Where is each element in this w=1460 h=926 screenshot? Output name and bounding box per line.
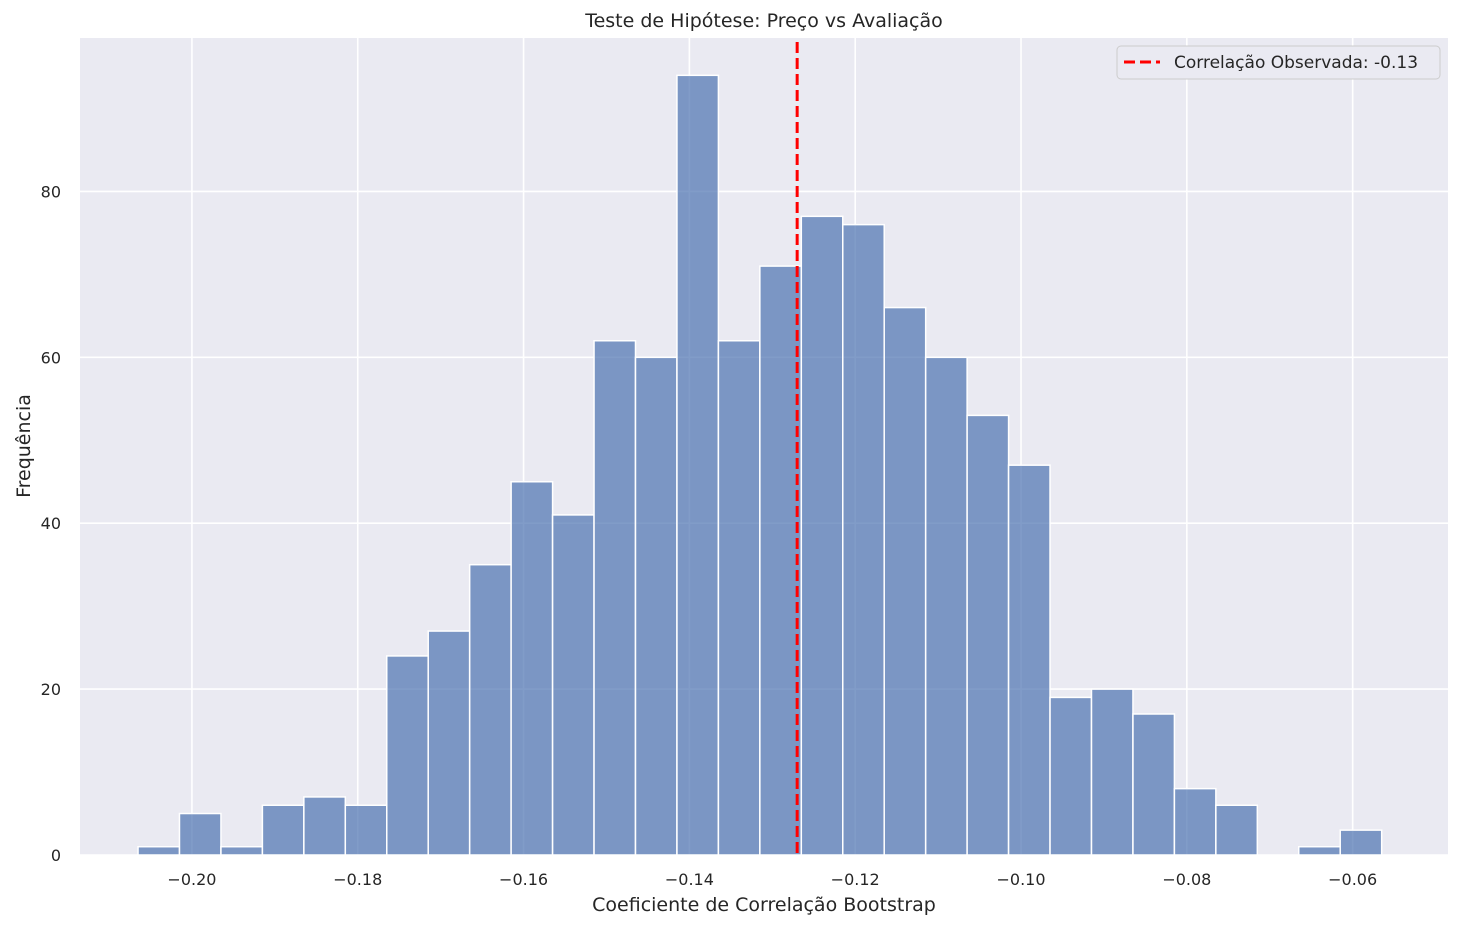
histogram-bar-24 (1132, 713, 1176, 856)
histogram-bar-0 (137, 845, 181, 856)
y-tick-label-3: 60 (41, 348, 61, 367)
histogram-bar-25 (1173, 787, 1217, 856)
x-tick-label-5: −0.10 (997, 870, 1046, 889)
histogram-bar-19 (924, 356, 968, 856)
y-axis-ticks: 0 20 40 60 80 (41, 182, 61, 865)
histogram-bar-8 (468, 563, 512, 856)
x-tick-label-1: −0.18 (333, 870, 382, 889)
histogram-bar-15 (759, 265, 803, 856)
x-axis-label: Coeficiente de Correlação Bootstrap (592, 894, 936, 916)
histogram-bar-17 (842, 223, 885, 856)
histogram-bar-20 (966, 414, 1010, 856)
histogram-bar-1 (178, 812, 222, 856)
histogram-bar-28 (1298, 845, 1341, 856)
histogram-bar-14 (717, 339, 761, 856)
histogram-bar-22 (1049, 696, 1093, 856)
histogram-bar-9 (510, 481, 554, 856)
x-tick-label-6: −0.08 (1162, 870, 1211, 889)
y-axis-label: Frequência (13, 394, 35, 498)
histogram-bar-18 (883, 306, 927, 856)
histogram-bar-13 (676, 74, 720, 856)
histogram-bar-6 (386, 655, 429, 856)
x-tick-label-7: −0.06 (1328, 870, 1377, 889)
y-tick-label-4: 80 (41, 182, 61, 201)
y-tick-label-2: 40 (41, 514, 61, 533)
histogram-bar-23 (1090, 688, 1134, 856)
histogram-bar-2 (220, 845, 264, 856)
histogram-bars (137, 74, 1383, 856)
y-tick-label-0: 0 (51, 846, 61, 865)
histogram-bar-10 (551, 514, 595, 856)
x-tick-label-0: −0.20 (167, 870, 216, 889)
histogram-bar-12 (634, 356, 678, 856)
histogram-bar-21 (1007, 464, 1051, 856)
histogram-bar-4 (303, 796, 347, 856)
legend-box (1116, 45, 1441, 80)
chart-title: Teste de Hipótese: Preço vs Avaliação (584, 10, 943, 32)
histogram-bar-7 (427, 630, 471, 856)
y-tick-label-1: 20 (41, 680, 61, 699)
histogram-bar-11 (593, 339, 637, 856)
legend-label: Correlação Observada: -0.13 (1174, 53, 1418, 73)
histogram-bar-3 (261, 804, 305, 856)
x-tick-label-3: −0.14 (665, 870, 714, 889)
x-axis-ticks: −0.20 −0.18 −0.16 −0.14 −0.12 −0.10 −0.08 −0.06 (167, 870, 1377, 889)
x-tick-label-4: −0.12 (831, 870, 880, 889)
histogram-bar-5 (344, 804, 388, 856)
histogram-bar-16 (800, 215, 844, 856)
histogram-bar-26 (1215, 804, 1259, 856)
x-tick-label-2: −0.16 (499, 870, 548, 889)
legend: Correlação Observada: -0.13 (1116, 45, 1441, 80)
histogram-bar-29 (1339, 829, 1383, 856)
